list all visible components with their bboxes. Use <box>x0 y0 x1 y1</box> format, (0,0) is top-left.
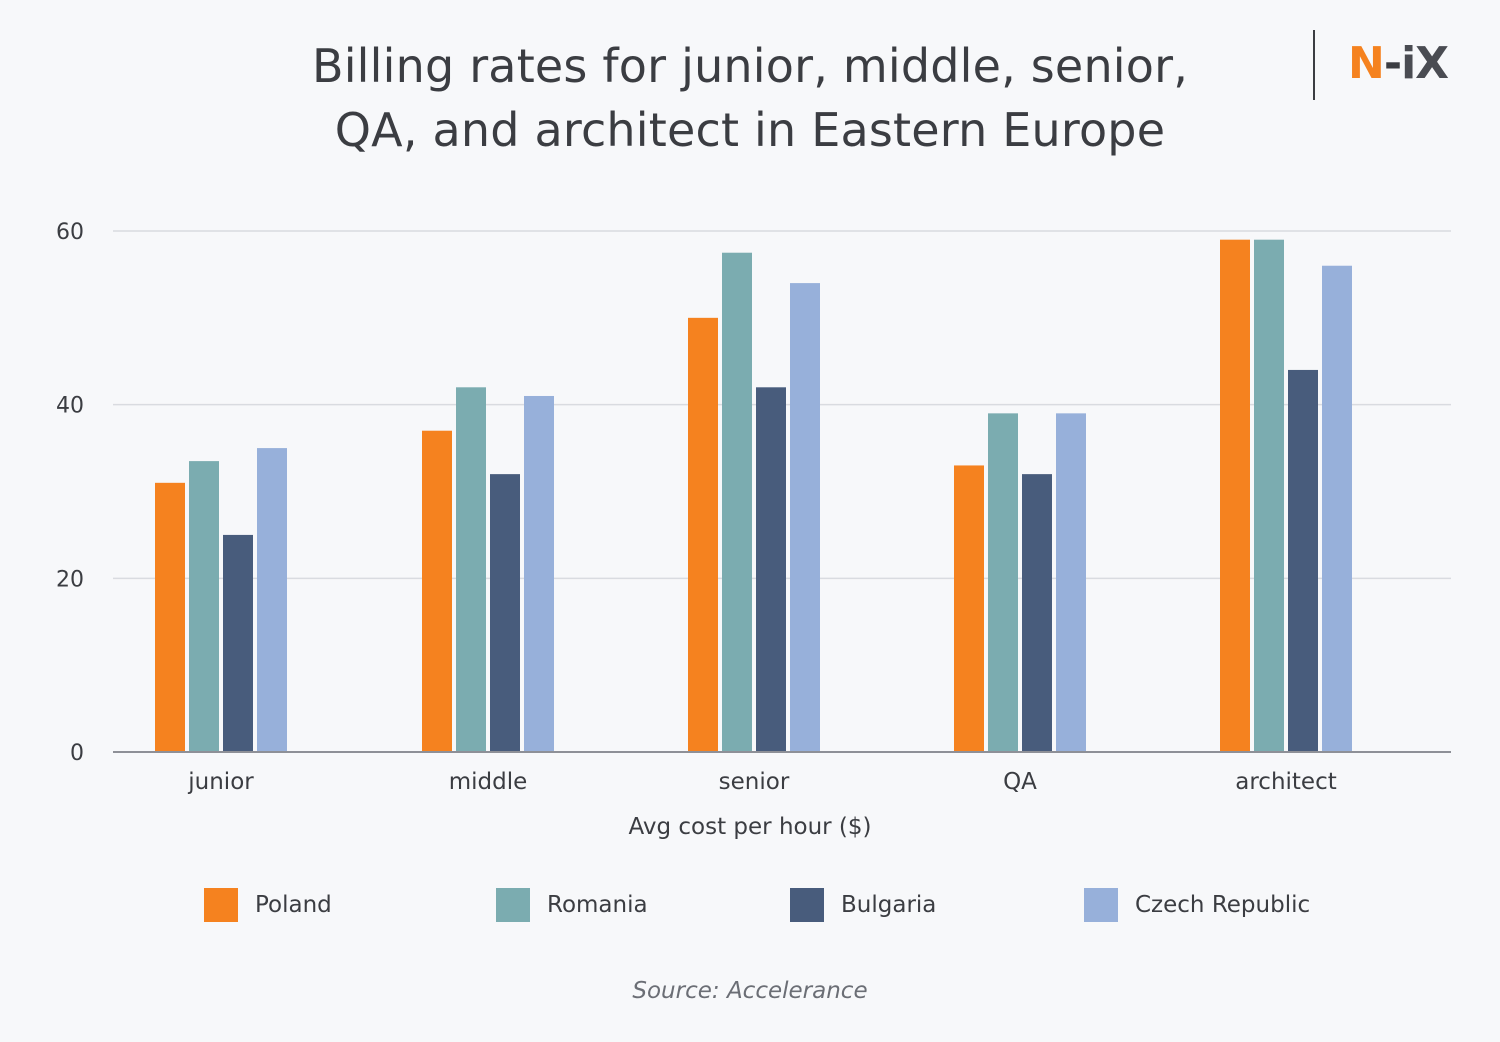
legend-swatch <box>496 888 530 922</box>
bar-poland-middle <box>422 430 452 752</box>
logo-letters-ix: iX <box>1401 38 1449 89</box>
x-category-label: middle <box>449 769 528 795</box>
legend-label: Poland <box>255 892 332 918</box>
legend-item-romania: Romania <box>496 887 648 923</box>
bar-romania-senior <box>722 252 752 753</box>
legend-label: Czech Republic <box>1135 892 1311 918</box>
x-category-label: junior <box>187 769 254 795</box>
y-tick-label: 40 <box>56 394 84 419</box>
logo-divider <box>1313 30 1315 100</box>
legend-label: Romania <box>547 892 648 918</box>
legend-label: Bulgaria <box>841 892 937 918</box>
legend-item-bulgaria: Bulgaria <box>790 887 936 923</box>
bar-czech-republic-senior <box>790 283 820 752</box>
legend-swatch <box>790 888 824 922</box>
bar-bulgaria-middle <box>490 474 520 752</box>
bar-bulgaria-junior <box>223 534 253 752</box>
logo-dash: - <box>1383 38 1402 89</box>
legend-item-czech-republic: Czech Republic <box>1084 887 1310 923</box>
chart-title: Billing rates for junior, middle, senior… <box>200 34 1300 162</box>
bar-bulgaria-senior <box>756 387 786 752</box>
logo-letter-n: N <box>1348 38 1385 89</box>
bar-poland-architect <box>1220 239 1250 752</box>
legend: Poland Romania Bulgaria Czech Republic <box>0 887 1500 923</box>
brand-logo: N-iX <box>1348 38 1449 89</box>
legend-swatch <box>1084 888 1118 922</box>
chart-title-line-2: QA, and architect in Eastern Europe <box>334 103 1166 157</box>
bar-czech-republic-junior <box>257 448 287 752</box>
x-axis-label: Avg cost per hour ($) <box>628 814 872 840</box>
legend-swatch <box>204 888 238 922</box>
chart-title-line-1: Billing rates for junior, middle, senior… <box>311 39 1189 93</box>
bar-czech-republic-qa <box>1056 413 1086 752</box>
bar-bulgaria-qa <box>1022 474 1052 752</box>
y-tick-label: 0 <box>70 741 84 766</box>
x-category-label: architect <box>1235 769 1337 795</box>
bar-poland-junior <box>155 482 185 752</box>
bar-czech-republic-architect <box>1322 265 1352 752</box>
bar-bulgaria-architect <box>1288 369 1318 752</box>
bar-romania-qa <box>988 413 1018 752</box>
source-note: Source: Accelerance <box>632 978 868 1004</box>
bar-romania-middle <box>456 387 486 752</box>
bar-poland-qa <box>954 465 984 752</box>
bar-chart: 0 20 40 60 junior middle senior QA architect <box>56 220 1451 795</box>
y-tick-label: 60 <box>56 220 84 245</box>
bar-romania-junior <box>189 461 219 752</box>
bar-romania-architect <box>1254 239 1284 752</box>
y-tick-label: 20 <box>56 567 84 592</box>
bar-czech-republic-middle <box>524 395 554 752</box>
x-category-label: senior <box>719 769 790 795</box>
legend-item-poland: Poland <box>204 887 332 923</box>
x-category-label: QA <box>1003 769 1037 795</box>
bar-poland-senior <box>688 317 718 752</box>
